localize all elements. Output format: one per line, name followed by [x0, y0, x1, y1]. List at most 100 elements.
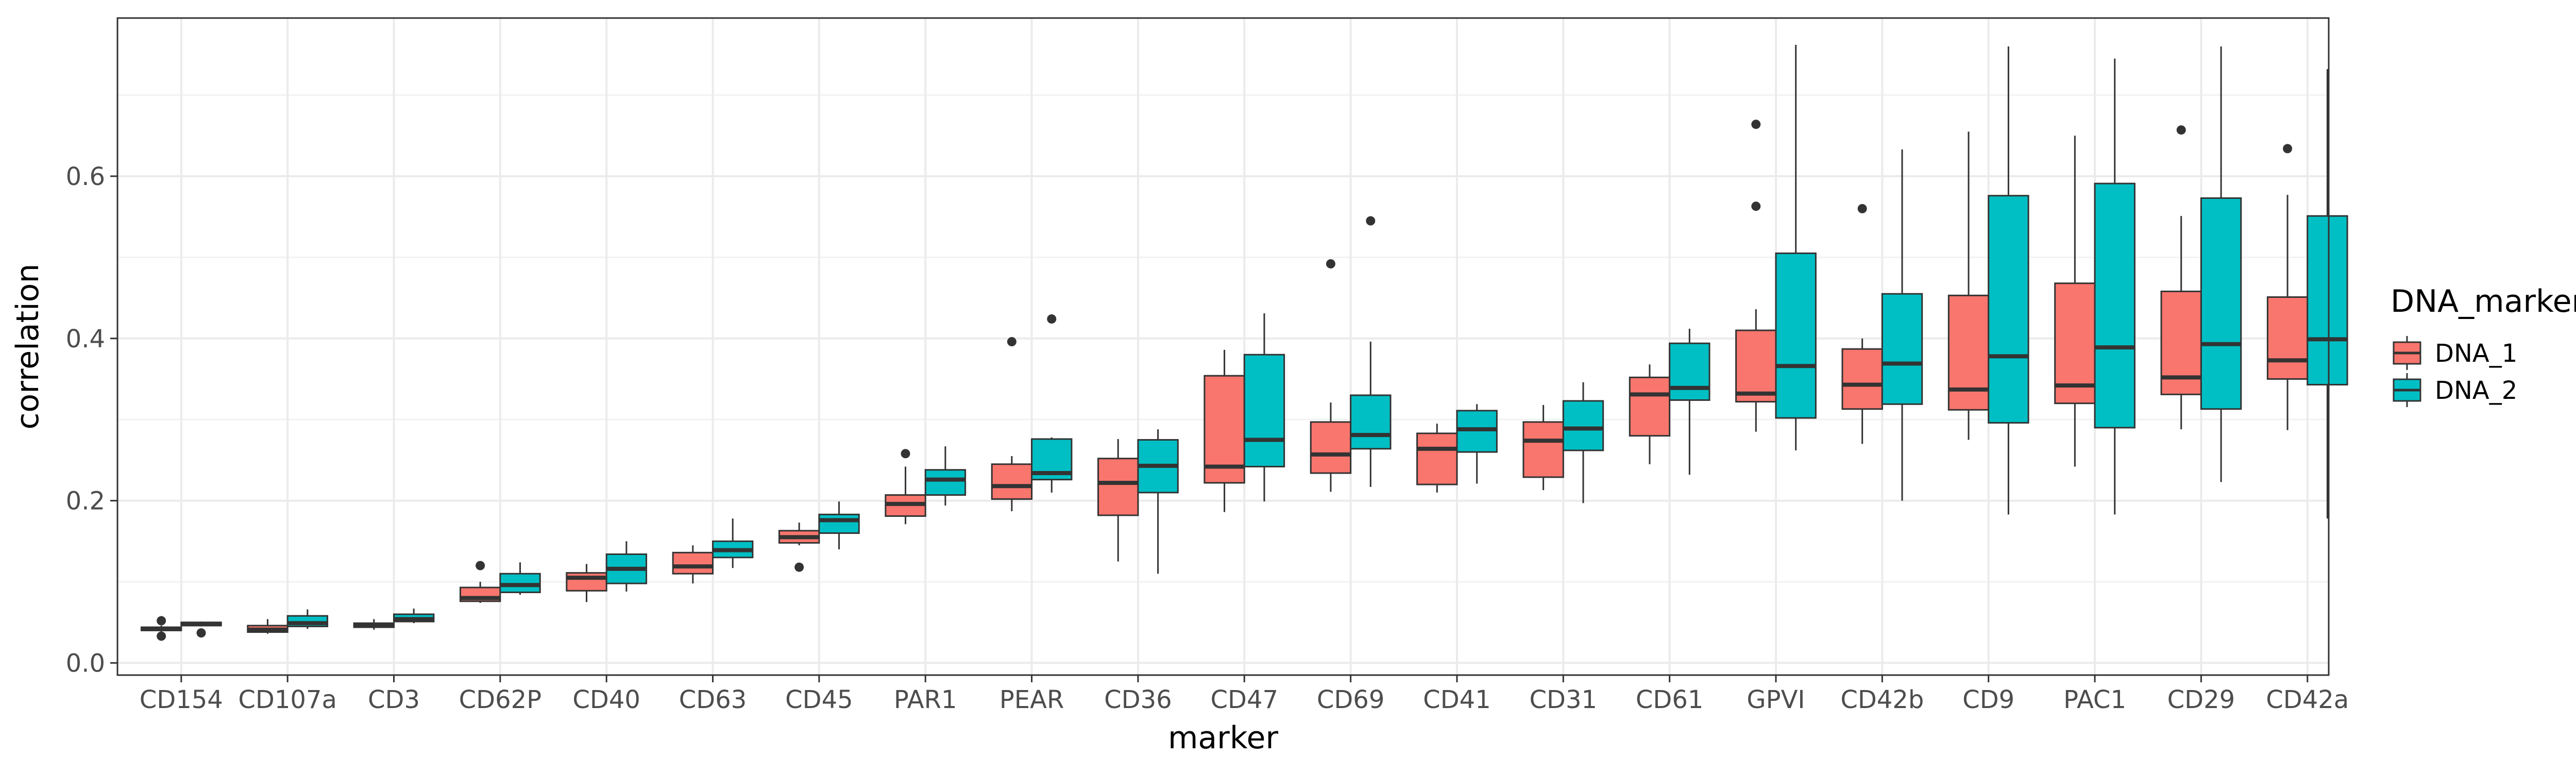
box-DNA_1-CD47 [1204, 349, 1245, 512]
y-tick-label: 0.4 [66, 325, 105, 354]
outlier-point [196, 628, 206, 638]
box-DNA_1-CD31 [1522, 405, 1564, 491]
box-DNA_2-CD107a [286, 609, 329, 629]
outlier-point [1857, 204, 1867, 213]
box-DNA_2-CD3 [393, 608, 435, 624]
outlier-point [1326, 259, 1335, 268]
box-iqr [1669, 342, 1710, 401]
plot-border [116, 17, 2330, 676]
x-tick-label: PEAR [999, 685, 1064, 714]
legend-label-DNA_1: DNA_1 [2435, 339, 2517, 368]
box-DNA_2-CD41 [1456, 404, 1498, 484]
box-DNA_2-PAR1 [924, 446, 967, 506]
y-tick-label: 0.0 [66, 649, 105, 678]
x-axis-title: marker [1168, 720, 1278, 756]
box-iqr [818, 513, 860, 534]
box-iqr [2307, 215, 2348, 385]
box-iqr [1562, 400, 1604, 451]
x-tick-label: PAC1 [2063, 685, 2126, 714]
box-iqr [566, 572, 607, 592]
box-iqr [991, 463, 1033, 500]
legend-label-DNA_2: DNA_2 [2435, 376, 2517, 405]
box-DNA_2-PAC1 [2094, 58, 2136, 515]
box-DNA_2-CD63 [712, 518, 754, 568]
outlier-point [2283, 144, 2293, 154]
x-axis: CD154 CD107a CD3 CD62P CD40 CD63 CD45 PAR1 PEAR C… [140, 675, 2349, 714]
box-iqr [1097, 458, 1139, 516]
box-DNA_2-CD42a [2307, 69, 2348, 519]
box-DNA_2-CD47 [1243, 313, 1285, 502]
box-DNA_2-CD69 [1350, 216, 1392, 487]
box-DNA_2-PEAR [1031, 314, 1073, 493]
x-tick-label: CD42b [1840, 685, 1924, 714]
box-iqr [1775, 252, 1817, 419]
outlier-point [1047, 314, 1057, 324]
legend: DNA_marker DNA_1 DNA_2 [2391, 283, 2576, 407]
x-tick-label: CD41 [1423, 685, 1491, 714]
legend-key-DNA_2 [2393, 373, 2421, 407]
box-DNA_2-CD62P [499, 562, 541, 595]
y-tick-label: 0.2 [66, 487, 105, 516]
outlier-point [1751, 201, 1761, 211]
box-DNA_1-CD154 [140, 616, 182, 641]
y-axis-title: correlation [10, 264, 46, 430]
box-iqr [1881, 293, 1923, 405]
x-tick-label: CD107a [238, 685, 337, 714]
x-tick-label: CD45 [785, 685, 853, 714]
y-tick-label: 0.6 [66, 162, 105, 191]
x-tick-label: CD36 [1104, 685, 1172, 714]
box-iqr [1841, 348, 1883, 410]
box-DNA_2-CD154 [180, 621, 222, 638]
box-iqr [1522, 421, 1564, 478]
box-DNA_2-CD61 [1669, 328, 1710, 475]
box-DNA_1-CD41 [1416, 424, 1458, 493]
outlier-point [476, 561, 485, 570]
outlier-point [157, 631, 166, 641]
box-iqr [2054, 282, 2096, 405]
box-iqr [672, 551, 714, 575]
outlier-point [1751, 120, 1761, 129]
box-DNA_1-CD63 [672, 545, 714, 584]
box-iqr [924, 469, 967, 496]
box-DNA_1-GPVI [1735, 120, 1777, 432]
x-tick-label: CD42a [2266, 685, 2349, 714]
box-DNA_1-CD42b [1841, 204, 1883, 444]
x-tick-label: CD29 [2167, 685, 2235, 714]
box-DNA_1-CD107a [247, 619, 289, 634]
x-tick-label: CD31 [1530, 685, 1598, 714]
box-iqr [1310, 421, 1352, 474]
box-DNA_2-CD42b [1881, 149, 1923, 501]
box-DNA_2-CD9 [1988, 46, 2029, 515]
box-DNA_2-CD29 [2200, 46, 2242, 482]
box-DNA_2-CD36 [1137, 429, 1179, 574]
outlier-point [794, 562, 804, 572]
legend-title: DNA_marker [2391, 283, 2576, 320]
x-tick-label: CD69 [1317, 685, 1385, 714]
x-tick-label: CD61 [1636, 685, 1704, 714]
box-DNA_1-CD9 [1947, 131, 1990, 440]
minor-gridlines [117, 94, 2329, 583]
box-iqr [1947, 294, 1990, 411]
box-iqr [1988, 195, 2029, 424]
box-iqr [1350, 394, 1392, 450]
box-iqr [2094, 182, 2136, 429]
box-DNA_2-GPVI [1775, 44, 1817, 450]
outlier-point [1366, 216, 1376, 226]
box-DNA_1-CD45 [778, 523, 820, 572]
box-iqr [1243, 354, 1285, 467]
legend-key-DNA_1 [2393, 336, 2421, 370]
box-DNA_1-PAR1 [885, 449, 926, 525]
box-layer [140, 44, 2348, 641]
x-tick-label: CD9 [1962, 685, 2014, 714]
box-iqr [2200, 197, 2242, 410]
box-DNA_1-CD61 [1629, 364, 1671, 464]
x-tick-label: CD63 [679, 685, 747, 714]
y-axis: 0.0 0.2 0.4 0.6 [66, 162, 117, 678]
outlier-point [157, 616, 166, 626]
box-DNA_2-CD45 [818, 501, 860, 550]
box-iqr [1629, 376, 1671, 437]
box-DNA_1-CD36 [1097, 439, 1139, 562]
x-tick-label: CD3 [368, 685, 420, 714]
x-tick-label: CD40 [572, 685, 640, 714]
